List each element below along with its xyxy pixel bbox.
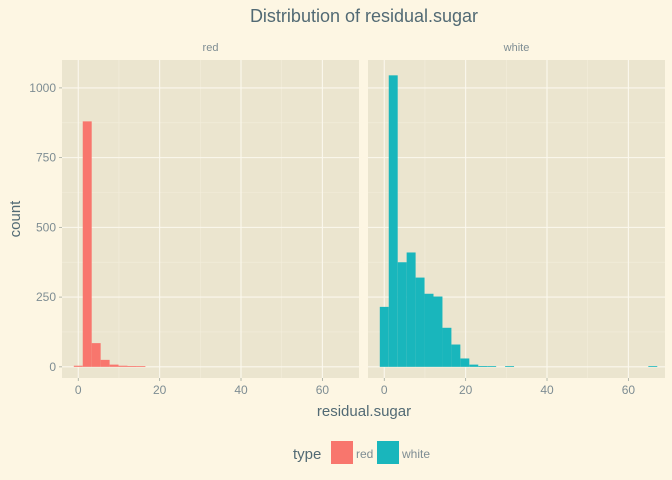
histogram-bar-red bbox=[118, 365, 128, 367]
histogram-bar-white bbox=[648, 366, 658, 367]
histogram-bar-red bbox=[82, 121, 92, 367]
histogram-bar-red bbox=[136, 366, 146, 367]
histogram-bar-white bbox=[424, 293, 434, 367]
panel-red-background bbox=[62, 60, 359, 378]
x-tick-label: 0 bbox=[75, 383, 82, 397]
histogram-bar-white bbox=[505, 366, 515, 367]
histogram-bar-white bbox=[415, 277, 425, 367]
x-tick-label: 20 bbox=[153, 383, 167, 397]
legend-label-white: white bbox=[401, 447, 430, 461]
histogram-bar-white bbox=[460, 358, 470, 367]
histogram-bar-white bbox=[433, 296, 443, 367]
strip-red-background bbox=[62, 36, 359, 58]
y-axis-label: count bbox=[7, 200, 24, 238]
x-axis-label: residual.sugar bbox=[317, 403, 411, 420]
x-tick-label: 60 bbox=[316, 383, 330, 397]
histogram-bar-white bbox=[406, 252, 416, 367]
x-tick-label: 0 bbox=[381, 383, 388, 397]
legend-key-red bbox=[331, 441, 353, 464]
strip-label-white: white bbox=[503, 42, 530, 54]
histogram-bar-red bbox=[73, 365, 83, 367]
legend-key-white bbox=[377, 441, 399, 464]
y-tick-label: 750 bbox=[36, 151, 56, 165]
y-tick-label: 1000 bbox=[29, 81, 56, 95]
legend: type red white bbox=[293, 441, 430, 464]
histogram-bar-white bbox=[469, 364, 479, 367]
histogram-bar-white bbox=[397, 262, 407, 367]
x-tick-label: 40 bbox=[234, 383, 248, 397]
histogram-bar-white bbox=[451, 344, 461, 367]
legend-title: type bbox=[293, 446, 321, 463]
histogram-bar-red bbox=[109, 364, 119, 367]
y-tick-label: 250 bbox=[36, 290, 56, 304]
histogram-bar-white bbox=[379, 306, 389, 367]
bars bbox=[73, 75, 658, 367]
legend-label-red: red bbox=[356, 447, 373, 461]
histogram-bar-white bbox=[487, 366, 497, 367]
x-tick-label: 40 bbox=[540, 383, 554, 397]
histogram-bar-red bbox=[91, 343, 101, 367]
y-tick-label: 500 bbox=[36, 220, 56, 234]
histogram-bar-red bbox=[127, 366, 137, 367]
histogram-bar-white bbox=[478, 366, 488, 367]
chart-title: Distribution of residual.sugar bbox=[250, 6, 478, 26]
histogram-bar-red bbox=[100, 359, 110, 367]
tick-labels: 0 20 40 60 0 250 500 750 1000 0 20 40 60 bbox=[29, 81, 635, 397]
strip-label-red: red bbox=[203, 42, 219, 54]
y-tick-label: 0 bbox=[49, 360, 56, 374]
histogram-bar-white bbox=[442, 327, 452, 367]
histogram-bar-white bbox=[388, 75, 398, 367]
x-tick-label: 60 bbox=[622, 383, 636, 397]
strip-white-background bbox=[368, 36, 665, 58]
x-tick-label: 20 bbox=[459, 383, 473, 397]
